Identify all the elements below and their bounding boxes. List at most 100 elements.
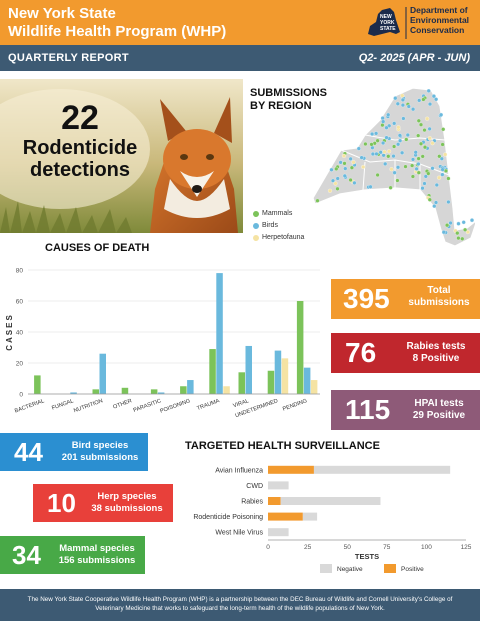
- x-tick-label: FUNGAL: [51, 398, 74, 411]
- map-point: [427, 136, 432, 141]
- x-tick-label: 0: [266, 544, 270, 551]
- map-point: [421, 97, 426, 102]
- bar-birds-undetermined: [274, 350, 282, 394]
- map-point: [456, 236, 461, 241]
- map-point: [414, 166, 419, 171]
- bar-herpetofauna-pending: [310, 380, 318, 394]
- page-title-line1: New York State: [8, 5, 116, 22]
- map-point: [374, 151, 379, 156]
- bar-negative-avian-influenza: [313, 465, 451, 474]
- map-point: [382, 149, 387, 154]
- bar-mammals-nutrition: [92, 389, 99, 394]
- legend-label-positive: Positive: [401, 566, 424, 573]
- bar-negative-rabies: [280, 497, 381, 505]
- rodenticide-label: Rodenticide detections: [22, 137, 138, 181]
- mammal-species-box: 34 Mammal species 156 submissions: [0, 536, 145, 574]
- map-point: [356, 146, 361, 151]
- hpai-tests-box: 115 HPAI tests 29 Positive: [331, 390, 480, 430]
- map-point: [413, 150, 418, 155]
- map-dots: [315, 88, 475, 241]
- herp-label-line2: 38 submissions: [91, 503, 163, 514]
- map-point: [384, 135, 389, 140]
- bar-mammals-pending: [296, 301, 304, 394]
- herp-species-number: 10: [47, 488, 76, 518]
- map-point: [389, 167, 394, 172]
- map-point: [416, 118, 421, 123]
- legend-label-negative: Negative: [337, 566, 363, 573]
- map-point: [368, 184, 373, 189]
- map-point: [410, 174, 415, 179]
- report-label: QUARTERLY REPORT: [8, 52, 129, 64]
- map-point: [388, 185, 393, 190]
- rodenticide-count: 22: [61, 99, 99, 137]
- map-point: [405, 132, 410, 138]
- legend-herpetofauna: Herpetofauna: [253, 234, 304, 241]
- map-point: [380, 116, 385, 121]
- map-point: [374, 131, 379, 136]
- map-point: [381, 140, 386, 146]
- herp-label-line1: Herp species: [97, 491, 157, 502]
- bar-positive-rodenticide-poisoning: [268, 512, 303, 521]
- map-point: [422, 181, 427, 186]
- fox-photo: [0, 79, 243, 233]
- y-tick-label: 0: [19, 392, 23, 399]
- map-point: [375, 172, 380, 178]
- bar-negative-cwd: [268, 481, 289, 490]
- total-submissions-box: 395 Total submissions: [331, 279, 480, 319]
- map-point: [398, 138, 403, 143]
- y-category-label: West Nile Virus: [215, 530, 263, 537]
- rabies-tests-number: 76: [345, 337, 377, 368]
- y-category-label: Avian Influenza: [215, 467, 263, 474]
- map-point: [420, 154, 425, 159]
- department-name: Department of Environmental Conservation: [410, 5, 470, 35]
- cod-chart-title: CAUSES OF DEATH: [45, 242, 150, 254]
- map-point: [440, 142, 445, 147]
- x-tick-label: 25: [304, 544, 312, 551]
- herp-species-box: 10 Herp species 38 submissions: [33, 484, 173, 522]
- map-point: [397, 133, 402, 138]
- map-point: [348, 156, 353, 161]
- bar-mammals-viral: [238, 372, 245, 394]
- x-tick-label: VIRAL: [232, 398, 249, 409]
- map-point: [410, 157, 416, 162]
- map-point: [400, 103, 405, 108]
- map-point: [386, 112, 391, 117]
- herp-species-label: Herp species 38 submissions: [85, 491, 169, 515]
- map-point: [406, 104, 411, 109]
- x-tick-label: BACTERIAL: [14, 398, 45, 414]
- map-point: [335, 186, 340, 191]
- bar-birds-trauma: [216, 273, 223, 394]
- map-point: [427, 126, 432, 131]
- x-tick-label: 125: [461, 544, 472, 551]
- total-submissions-number: 395: [343, 283, 390, 314]
- map-point: [431, 94, 436, 99]
- bird-species-box: 44 Bird species 201 submissions: [0, 433, 148, 471]
- map-point: [430, 166, 435, 171]
- map-point: [448, 220, 453, 226]
- map-point: [456, 221, 461, 226]
- map-point: [329, 167, 334, 172]
- map-point: [395, 165, 401, 170]
- report-period: Q2- 2025 (APR - JUN): [358, 52, 470, 64]
- bar-herpetofauna-undetermined: [281, 358, 289, 394]
- map-point: [426, 171, 431, 176]
- map-point: [404, 137, 409, 142]
- map-point: [342, 161, 347, 166]
- map-point: [396, 142, 401, 147]
- y-category-label: CWD: [246, 483, 263, 490]
- ny-state-outline-icon: [368, 7, 407, 39]
- map-point: [330, 178, 336, 183]
- map-point: [425, 116, 430, 121]
- map-point: [460, 236, 465, 241]
- map-point: [441, 127, 446, 132]
- bar-negative-west-nile-virus: [268, 528, 289, 537]
- map-point: [427, 102, 433, 107]
- y-tick-label: 80: [16, 268, 24, 275]
- y-axis-label: CASES: [5, 313, 14, 351]
- map-point: [335, 176, 340, 181]
- map-point: [433, 200, 439, 205]
- mammal-label-line2: 156 submissions: [58, 555, 136, 566]
- header-bar: [0, 0, 480, 45]
- map-point: [338, 160, 343, 165]
